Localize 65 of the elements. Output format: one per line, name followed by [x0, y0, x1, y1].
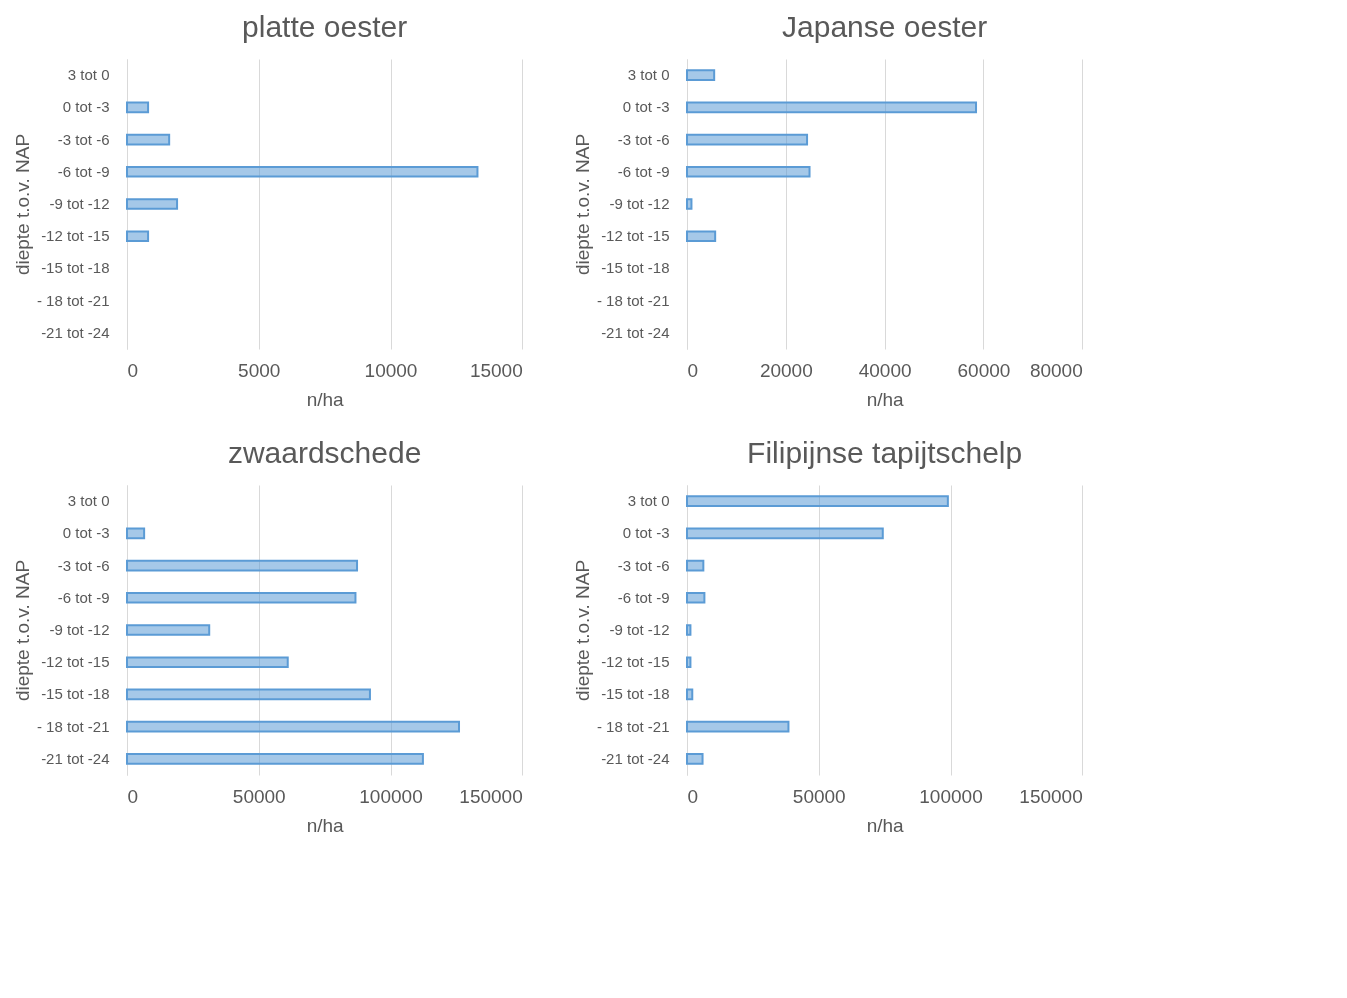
y-tick-label: -15 tot -18	[601, 259, 670, 277]
y-tick-label: -9 tot -12	[49, 621, 110, 638]
x-tick-label: 0	[687, 359, 699, 381]
y-tick-label: 0 tot -3	[62, 524, 110, 542]
x-axis-title: n/ha	[866, 814, 905, 836]
x-tick-label: 60000	[957, 359, 1011, 381]
x-tick-label: 50000	[792, 785, 846, 807]
y-tick-label: 0 tot -3	[622, 98, 670, 116]
x-tick-label: 150000	[459, 785, 523, 807]
y-tick-label: -9 tot -12	[49, 195, 110, 212]
x-tick-label: 5000	[238, 359, 281, 381]
y-tick-label: -3 tot -6	[57, 556, 110, 574]
y-tick-label: -6 tot -9	[617, 588, 670, 606]
chart-title: zwaardschede	[227, 436, 422, 469]
x-tick-label: 0	[127, 785, 139, 807]
y-tick-label: -3 tot -6	[617, 556, 670, 574]
y-tick-label: - 18 tot -21	[596, 717, 670, 735]
y-tick-label: -21 tot -24	[601, 323, 670, 341]
y-tick-label: -15 tot -18	[41, 685, 110, 703]
x-tick-label: 10000	[364, 359, 418, 381]
y-axis-title: diepte t.o.v. NAP	[571, 133, 593, 276]
x-tick-label: 100000	[359, 785, 423, 807]
y-tick-label: -6 tot -9	[617, 162, 670, 180]
chart-title: Filipijnse tapijtschelp	[747, 436, 1023, 469]
y-tick-label: -6 tot -9	[57, 588, 110, 606]
x-tick-label: 0	[687, 785, 699, 807]
x-tick-label: 100000	[919, 785, 983, 807]
y-tick-label: - 18 tot -21	[596, 291, 670, 309]
x-axis-title: n/ha	[866, 388, 905, 410]
y-tick-label: -9 tot -12	[609, 195, 670, 212]
y-tick-label: 3 tot 0	[67, 492, 110, 510]
y-tick-label: -6 tot -9	[57, 162, 110, 180]
y-tick-label: -15 tot -18	[41, 259, 110, 277]
y-tick-label: -12 tot -15	[41, 653, 110, 671]
y-tick-label: -12 tot -15	[601, 227, 670, 245]
x-tick-label: 0	[127, 359, 139, 381]
x-tick-label: 50000	[232, 785, 286, 807]
x-tick-label: 150000	[1019, 785, 1083, 807]
x-tick-label: 80000	[1029, 359, 1083, 381]
y-tick-label: 3 tot 0	[627, 492, 670, 510]
x-tick-label: 40000	[858, 359, 912, 381]
y-tick-label: -21 tot -24	[41, 749, 110, 767]
y-axis-title: diepte t.o.v. NAP	[11, 559, 33, 702]
y-tick-label: 3 tot 0	[627, 66, 670, 84]
y-tick-label: 3 tot 0	[67, 66, 110, 84]
chart-title: Japanse oester	[782, 10, 988, 43]
y-tick-label: -15 tot -18	[601, 685, 670, 703]
y-tick-label: 0 tot -3	[62, 98, 110, 116]
y-tick-label: - 18 tot -21	[36, 291, 110, 309]
y-tick-label: -21 tot -24	[41, 323, 110, 341]
y-tick-label: -3 tot -6	[57, 130, 110, 148]
x-axis-title: n/ha	[306, 388, 345, 410]
x-tick-label: 20000	[759, 359, 813, 381]
y-tick-label: 0 tot -3	[622, 524, 670, 542]
x-axis-title: n/ha	[306, 814, 345, 836]
y-tick-label: - 18 tot -21	[36, 717, 110, 735]
x-tick-label: 15000	[469, 359, 523, 381]
y-tick-label: -9 tot -12	[609, 621, 670, 638]
chart-title: platte oester	[242, 10, 408, 43]
y-axis-title: diepte t.o.v. NAP	[571, 559, 593, 702]
y-tick-label: -12 tot -15	[41, 227, 110, 245]
y-tick-label: -12 tot -15	[601, 653, 670, 671]
y-tick-label: -3 tot -6	[617, 130, 670, 148]
y-axis-title: diepte t.o.v. NAP	[11, 133, 33, 276]
y-tick-label: -21 tot -24	[601, 749, 670, 767]
